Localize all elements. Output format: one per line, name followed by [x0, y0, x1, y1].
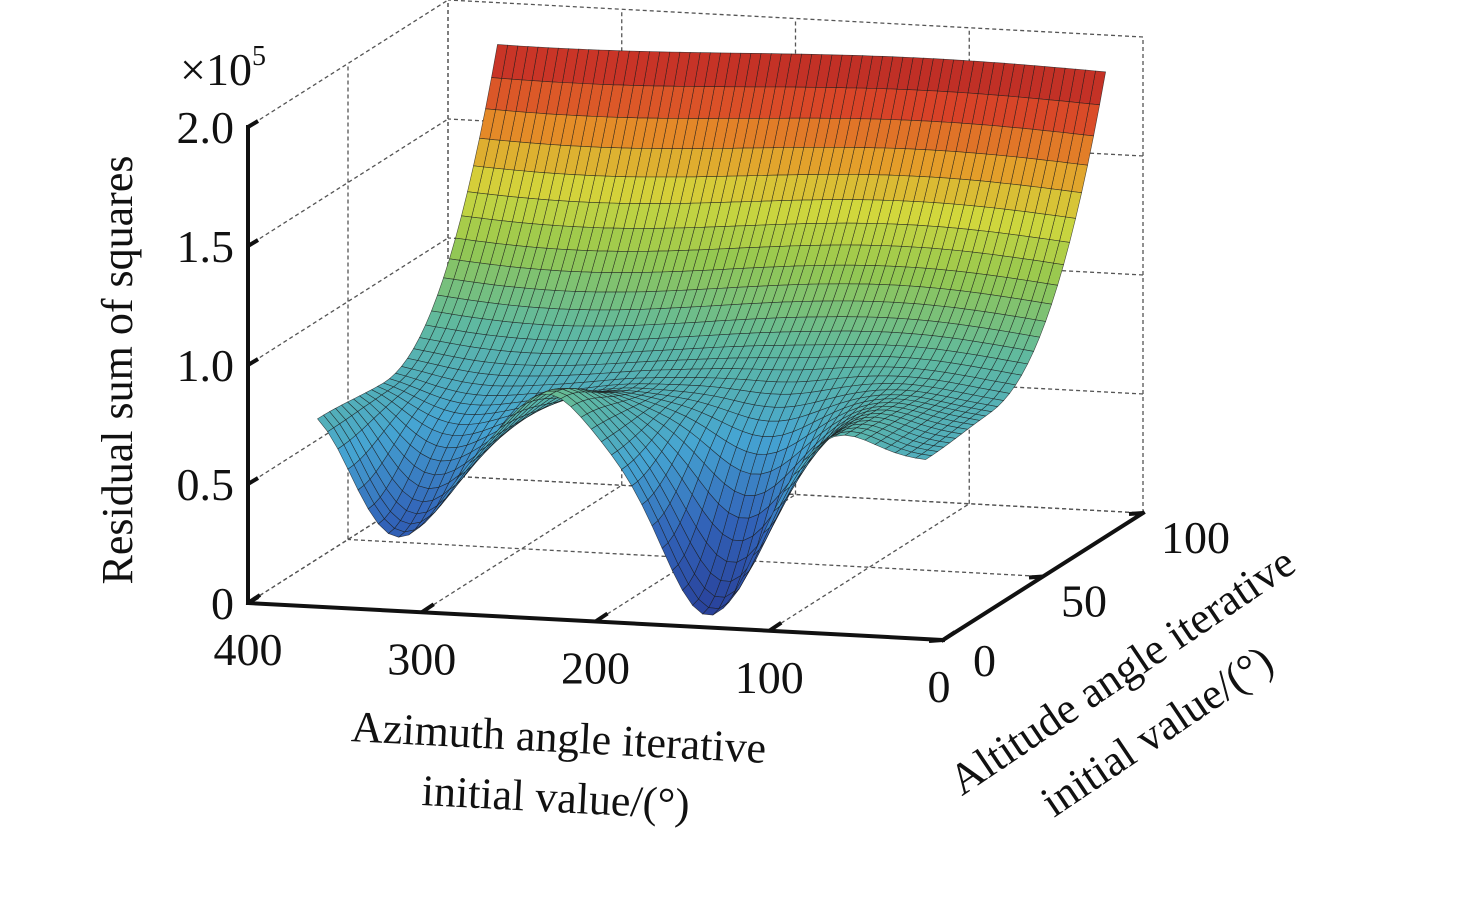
y-tick-label: 100: [1161, 512, 1230, 563]
side-wall-grid-z: [247, 118, 449, 247]
x-axis-title-line2: initial value/(°): [421, 766, 691, 829]
x-tick-mark: [768, 621, 783, 633]
x-tick-mark: [246, 593, 262, 605]
floor-grid-x: [421, 484, 623, 613]
floor-grid-x: [768, 503, 970, 632]
back-wall-grid-z: [447, 0, 1144, 38]
x-tick-label: 100: [735, 652, 804, 703]
y-tick-mark: [1128, 511, 1144, 516]
surface-patch: [317, 414, 335, 433]
y-tick-mark: [1028, 574, 1044, 580]
axes: [245, 119, 1146, 643]
surface-mesh: [317, 44, 1106, 616]
y-tick-label: 0: [973, 635, 996, 686]
x-tick-mark: [420, 602, 435, 614]
x-tick-mark: [941, 630, 957, 642]
back-wall-grid-z: [447, 475, 1144, 514]
z-tick-mark: [246, 476, 260, 486]
side-wall-grid-z: [247, 0, 449, 128]
z-tick-label: 0: [211, 578, 234, 629]
x-tick-label: 0: [928, 661, 951, 712]
x-axis-title-line1: Azimuth angle iterative: [350, 702, 767, 773]
z-tick-label: 1.5: [177, 221, 235, 272]
z-tick-label: 1.0: [177, 340, 235, 391]
x-tick-label: 400: [214, 624, 283, 675]
z-multiplier-exponent: 5: [252, 41, 266, 72]
side-wall-grid-z: [247, 237, 449, 366]
z-tick-mark: [246, 357, 260, 367]
z-tick-mark: [246, 238, 260, 248]
z-tick-label: 2.0: [177, 102, 235, 153]
z-multiplier: ×105: [180, 41, 266, 95]
floor-grid-y: [347, 538, 1044, 578]
x-tick-label: 300: [387, 633, 456, 684]
y-tick-mark: [928, 638, 944, 643]
x-tick-mark: [594, 611, 609, 624]
z-tick-mark: [246, 119, 260, 129]
y-tick-label: 50: [1061, 576, 1107, 627]
x-tick-label: 200: [561, 643, 630, 694]
z-axis-title: Residual sum of squares: [93, 156, 142, 585]
back-wall-grid-z: [447, 356, 1144, 395]
z-tick-label: 0.5: [177, 459, 235, 510]
